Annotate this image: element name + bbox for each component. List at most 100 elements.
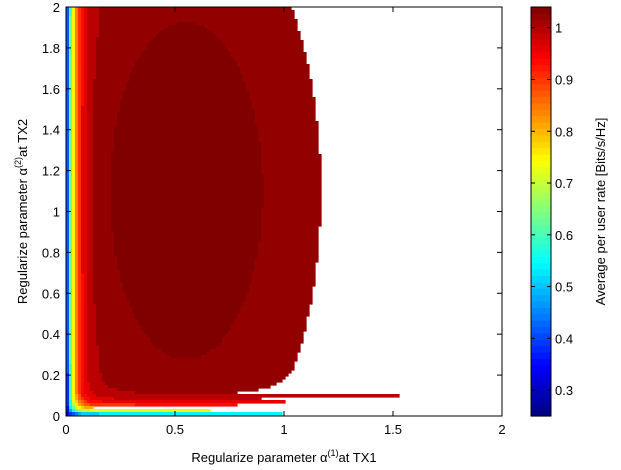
contour-band-cell xyxy=(75,16,79,20)
contour-band-cell xyxy=(78,64,82,68)
contour-band-cell xyxy=(78,256,82,260)
contour-band-cell xyxy=(66,163,70,167)
colorbar-swatch xyxy=(531,249,551,257)
contour-band-cell xyxy=(75,169,79,173)
contour-band-cell xyxy=(72,25,76,29)
colorbar-swatch xyxy=(531,134,551,142)
contour-band-cell xyxy=(87,304,97,308)
contour-band-cell xyxy=(249,283,316,287)
contour-band-cell xyxy=(84,313,88,317)
contour-band-cell xyxy=(246,88,313,92)
colorbar-axis: 0.3 0.4 0.5 0.6 0.7 0.8 0.9 1 xyxy=(531,21,573,398)
contour-band-cell xyxy=(66,394,70,398)
contour-band-cell xyxy=(261,142,319,146)
contour-band-cell xyxy=(75,208,79,212)
contour-band-cell xyxy=(93,169,112,173)
contour-band-cell xyxy=(258,256,319,260)
contour-band-cell xyxy=(99,364,295,368)
contour-band-cell xyxy=(69,91,73,95)
contour-band-cell xyxy=(81,52,85,56)
contour-band-cell xyxy=(78,109,82,113)
contour-band-cell xyxy=(81,142,88,146)
contour-band-cell xyxy=(75,238,79,242)
contour-band-cell xyxy=(69,43,73,47)
contour-band-cell xyxy=(72,223,76,227)
contour-band-cell xyxy=(81,133,88,137)
contour-band-cell xyxy=(81,412,100,416)
contour-band-cell xyxy=(75,205,79,209)
colorbar-frame xyxy=(530,6,552,417)
contour-band-cell xyxy=(147,334,226,338)
contour-band-cell xyxy=(66,412,70,416)
contour-band-cell xyxy=(93,259,118,263)
contour-band-cell xyxy=(66,16,70,20)
contour-band-cell xyxy=(75,37,79,41)
contour-band-cell xyxy=(120,100,253,104)
contour-band-cell xyxy=(93,115,118,119)
contour-band-cell xyxy=(75,274,79,278)
contour-band-cell xyxy=(69,115,73,119)
contour-band-cell xyxy=(81,265,88,269)
contour-band-cell xyxy=(69,358,73,362)
contour-band-cell xyxy=(72,373,76,377)
contour-band-cell xyxy=(87,316,97,320)
contour-band-cell xyxy=(84,16,88,20)
contour-band-cell xyxy=(84,25,88,29)
contour-band-cell xyxy=(96,337,151,341)
contour-band-cell xyxy=(81,268,88,272)
contour-band-cell xyxy=(69,7,73,11)
contour-band-cell xyxy=(69,301,73,305)
contour-band-cell xyxy=(66,370,70,374)
y-tick-label: 1.2 xyxy=(42,164,60,179)
contour-band-cell xyxy=(120,274,253,278)
contour-band-cell xyxy=(84,73,88,77)
contour-band-cell xyxy=(93,187,112,191)
contour-band-cell xyxy=(69,181,73,185)
contour-band-cell xyxy=(72,16,76,20)
contour-band-cell xyxy=(69,178,73,182)
contour-band-cell xyxy=(75,115,79,119)
contour-band-cell xyxy=(84,373,88,377)
contour-band-cell xyxy=(78,319,82,323)
contour-band-cell xyxy=(225,46,304,50)
contour-band-cell xyxy=(81,214,88,218)
contour-band-cell xyxy=(84,34,88,38)
contour-band-cell xyxy=(69,139,73,143)
contour-band-cell xyxy=(93,163,112,167)
contour-band-cell xyxy=(243,73,310,77)
contour-band-cell xyxy=(69,304,73,308)
contour-band-cell xyxy=(126,292,247,296)
contour-band-cell xyxy=(99,367,295,371)
contour-band-cell xyxy=(75,241,79,245)
contour-band-cell xyxy=(81,337,85,341)
contour-band-cell xyxy=(78,370,82,374)
contour-band-cell xyxy=(81,244,88,248)
contour-band-cell xyxy=(81,316,85,320)
contour-band-cell xyxy=(222,337,304,341)
contour-band-cell xyxy=(72,238,76,242)
contour-band-cell xyxy=(69,220,73,224)
contour-band-cell xyxy=(87,253,94,257)
contour-band-cell xyxy=(111,166,262,170)
contour-band-cell xyxy=(72,352,76,356)
contour-band-cell xyxy=(81,79,85,83)
contour-band-cell xyxy=(69,64,73,68)
contour-band-cell xyxy=(87,193,94,197)
contour-band-cell xyxy=(93,286,124,290)
contour-band-cell xyxy=(69,19,73,23)
contour-band-cell xyxy=(72,172,76,176)
contour-band-cell xyxy=(78,79,82,83)
colorbar-swatch xyxy=(531,77,551,85)
contour-band-cell xyxy=(81,82,85,86)
contour-band-cell xyxy=(237,61,307,65)
contour-band-cell xyxy=(69,154,73,158)
contour-band-cell xyxy=(87,70,97,74)
contour-band-cell xyxy=(81,196,88,200)
contour-band-cell xyxy=(138,319,235,323)
contour-band-cell xyxy=(81,367,85,371)
contour-band-cell xyxy=(66,295,70,299)
contour-band-cell xyxy=(72,67,76,71)
contour-band-cell xyxy=(87,352,100,356)
contour-band-cell xyxy=(72,340,76,344)
contour-band-cell xyxy=(72,148,76,152)
